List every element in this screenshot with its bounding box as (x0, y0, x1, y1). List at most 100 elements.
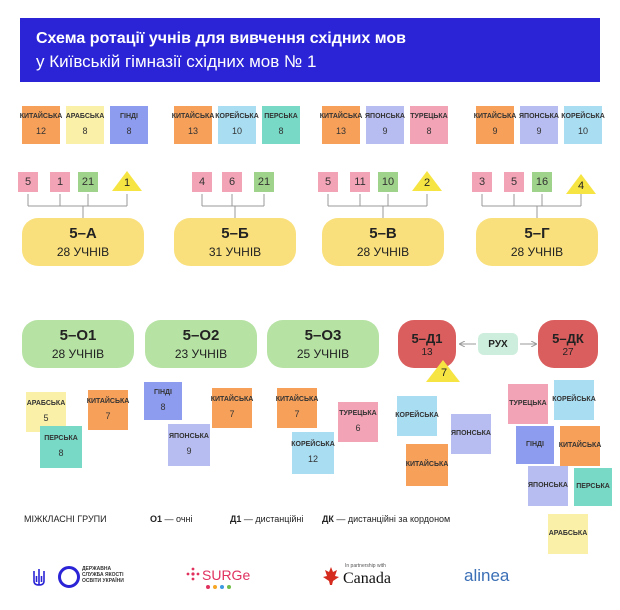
language-box: ГІНДІ 8 (110, 106, 148, 144)
language-name: ГІНДІ (120, 113, 138, 121)
quality-service-logo-icon (58, 566, 80, 588)
legend-o1-code: О1 (150, 514, 163, 524)
triangle-count: 7 (440, 367, 448, 379)
language-name: ПЕРСЬКА (44, 435, 78, 443)
language-name: КОРЕЙСЬКА (215, 113, 259, 121)
rotation-count-chip: 5 (318, 172, 338, 192)
partnership-label: In partnership with (345, 563, 386, 569)
language-box: ГІНДІ 8 (144, 382, 182, 420)
triangle-marker-icon (566, 174, 596, 194)
language-box: КИТАЙСЬКА 13 (319, 106, 363, 144)
language-box: КИТАЙСЬКА 12 (19, 106, 63, 144)
language-name: КИТАЙСЬКА (319, 113, 363, 121)
legend-o1-text: — очні (162, 514, 193, 524)
rotation-count-chip: 11 (350, 172, 370, 192)
dot-icon (206, 585, 210, 589)
student-count: 31 УЧНІВ (208, 245, 262, 259)
language-box: ГІНДІ (516, 426, 554, 464)
legend-d1-text: — дистанційні (241, 514, 304, 524)
language-box: КИТАЙСЬКА (406, 444, 448, 486)
class-block: 5–А 28 УЧНІВ (22, 218, 144, 266)
language-box: ЯПОНСЬКА (451, 414, 491, 454)
quality-service-name: ДЕРЖАВНА СЛУЖБА ЯКОСТІ ОСВІТИ УКРАЇНИ (82, 566, 124, 584)
language-box: КОРЕЙСЬКА 10 (215, 106, 259, 144)
triangle-count: 2 (423, 177, 431, 189)
language-count: 8 (426, 125, 432, 136)
language-box: КОРЕЙСЬКА (552, 380, 596, 420)
language-box: ТУРЕЦЬКА (508, 384, 548, 424)
language-name: ЯПОНСЬКА (169, 433, 209, 441)
language-name: КИТАЙСЬКА (210, 396, 254, 404)
language-box: ТУРЕЦЬКА 8 (410, 106, 448, 144)
mixed-class-block: 5–О1 28 УЧНІВ (22, 320, 134, 368)
language-name: КОРЕЙСЬКА (395, 411, 439, 419)
language-box: АРАБСЬКА 8 (66, 106, 104, 144)
class-name: 5–А (69, 225, 97, 242)
language-box: ПЕРСЬКА 8 (262, 106, 300, 144)
dot-icon (227, 585, 231, 589)
language-name: АРАБСЬКА (26, 400, 66, 408)
language-name: ТУРЕЦЬКА (339, 410, 377, 418)
language-box: КОРЕЙСЬКА 10 (561, 106, 605, 144)
language-name: ПЕРСЬКА (576, 482, 610, 490)
rotation-count-chip: 1 (50, 172, 70, 192)
language-name: КИТАЙСЬКА (405, 460, 449, 468)
page-subtitle: у Київській гімназії східних мов № 1 (36, 52, 317, 71)
class-name: 5–О3 (304, 327, 342, 344)
student-count: 28 УЧНІВ (56, 245, 110, 259)
class-block: 5–Г 28 УЧНІВ (476, 218, 598, 266)
movement-box: РУХ (478, 333, 518, 355)
language-count: 8 (58, 447, 64, 458)
rotation-count-chip: 5 (18, 172, 38, 192)
language-name: ГІНДІ (154, 389, 172, 397)
language-count: 5 (43, 412, 49, 423)
language-box: КИТАЙСЬКА 9 (474, 106, 516, 144)
language-count: 8 (126, 125, 132, 136)
surge-logo: SURGe (202, 567, 251, 583)
language-count: 12 (307, 453, 318, 464)
language-box: АРАБСЬКА 5 (26, 392, 66, 432)
language-name: КИТАЙСЬКА (86, 398, 130, 406)
class-name: 5–ДК (552, 330, 584, 346)
language-count: 13 (187, 125, 198, 136)
class-name: 5–Д1 (411, 330, 443, 346)
language-count: 7 (229, 408, 235, 419)
student-count: 13 (421, 346, 433, 358)
legend-d1-code: Д1 (230, 514, 242, 524)
language-box: ЯПОНСЬКА 9 (168, 424, 210, 466)
legend-title: МІЖКЛАСНІ ГРУПИ (24, 514, 107, 524)
rotation-count-chip: 3 (472, 172, 492, 192)
language-count: 10 (231, 125, 242, 136)
language-name: ЯПОНСЬКА (365, 113, 405, 121)
language-name: КИТАЙСЬКА (19, 113, 63, 121)
legend-o1: О1 — очні (150, 514, 192, 524)
language-count: 7 (105, 410, 111, 421)
language-name: ГІНДІ (526, 440, 544, 448)
language-count: 9 (186, 445, 192, 456)
alinea-logo: alinea (464, 566, 510, 585)
language-name: КИТАЙСЬКА (275, 396, 319, 404)
language-name: ЯПОНСЬКА (451, 429, 491, 437)
language-name: КОРЕЙСЬКА (291, 441, 335, 449)
language-box: КИТАЙСЬКА 13 (172, 106, 214, 144)
mixed-class-block: 5–О3 25 УЧНІВ (267, 320, 379, 368)
surge-dots-icon (186, 567, 200, 581)
rotation-count-chip: 10 (378, 172, 398, 192)
trident-icon (32, 568, 46, 588)
legend-dk: ДК — дистанційні за кордоном (322, 514, 450, 524)
language-box: ЯПОНСЬКА (528, 466, 568, 506)
language-name: КОРЕЙСЬКА (552, 395, 596, 403)
legend-dk-code: ДК (322, 514, 334, 524)
language-count: 12 (35, 125, 46, 136)
student-count: 28 УЧНІВ (356, 245, 410, 259)
language-box: ЯПОНСЬКА 9 (365, 106, 405, 144)
language-box: КОРЕЙСЬКА (395, 396, 439, 436)
rotation-count-chip: 21 (254, 172, 274, 192)
language-name: ПЕРСЬКА (264, 113, 298, 121)
rotation-count-chip: 6 (222, 172, 242, 192)
student-count: 28 УЧНІВ (510, 245, 564, 259)
language-name: ЯПОНСЬКА (528, 481, 568, 489)
language-count: 9 (382, 125, 388, 136)
language-name: ТУРЕЦЬКА (410, 113, 448, 121)
